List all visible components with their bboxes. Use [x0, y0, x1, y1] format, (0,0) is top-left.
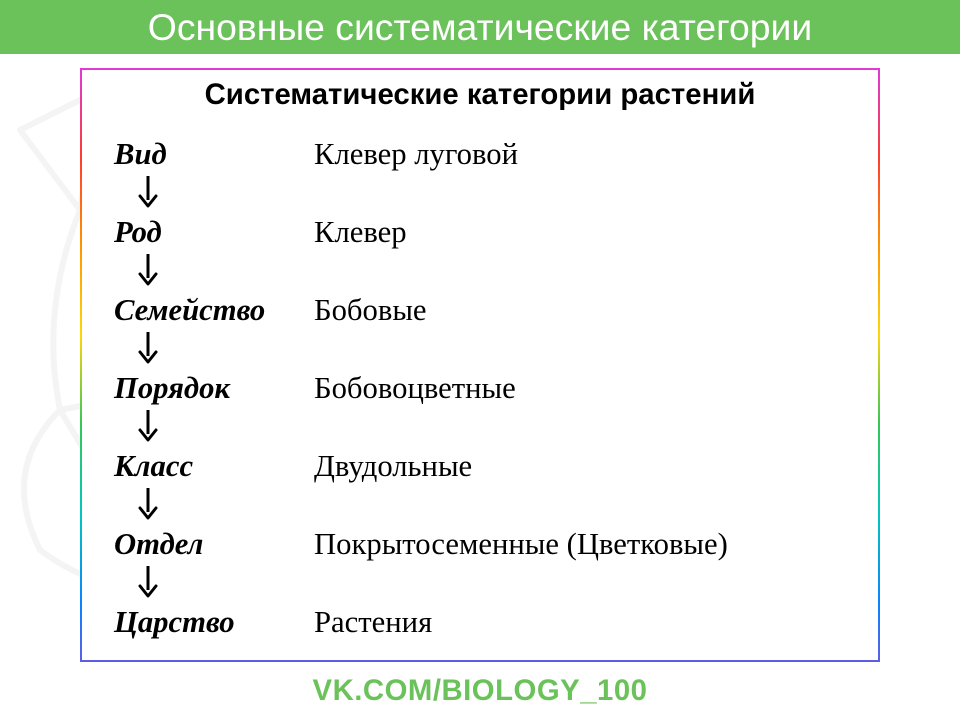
taxon-row: ПорядокБобовоцветные: [114, 366, 846, 410]
taxon-row: ЦарствоРастения: [114, 600, 846, 644]
taxon-rank: Порядок: [114, 371, 314, 406]
down-arrow-icon: [114, 566, 846, 600]
down-arrow-icon: [114, 410, 846, 444]
slide-title: Основные систематические категории: [148, 6, 812, 49]
taxon-row: РодКлевер: [114, 210, 846, 254]
taxon-rank: Царство: [114, 605, 314, 640]
taxon-example: Клевер: [314, 215, 846, 250]
taxon-example: Клевер луговой: [314, 137, 846, 172]
taxon-row: СемействоБобовые: [114, 288, 846, 332]
footer-link: VK.COM/BIOLOGY_100: [0, 674, 960, 708]
taxon-example: Бобовоцветные: [314, 371, 846, 406]
taxon-rank: Отдел: [114, 527, 314, 562]
taxon-rank: Семейство: [114, 293, 314, 328]
taxon-example: Двудольные: [314, 449, 846, 484]
down-arrow-icon: [114, 332, 846, 366]
box-title: Систематические категории растений: [80, 78, 880, 112]
taxon-example: Покрытосеменные (Цветковые): [314, 527, 846, 562]
down-arrow-icon: [114, 254, 846, 288]
taxonomy-rows: ВидКлевер луговойРодКлеверСемействоБобов…: [80, 132, 880, 644]
taxonomy-box: Систематические категории растений ВидКл…: [80, 68, 880, 662]
taxon-example: Бобовые: [314, 293, 846, 328]
taxon-rank: Род: [114, 215, 314, 250]
taxon-row: КлассДвудольные: [114, 444, 846, 488]
taxon-example: Растения: [314, 605, 846, 640]
taxon-rank: Вид: [114, 137, 314, 172]
taxon-row: ВидКлевер луговой: [114, 132, 846, 176]
down-arrow-icon: [114, 176, 846, 210]
down-arrow-icon: [114, 488, 846, 522]
slide-header: Основные систематические категории: [0, 0, 960, 54]
taxon-rank: Класс: [114, 449, 314, 484]
taxon-row: ОтделПокрытосеменные (Цветковые): [114, 522, 846, 566]
